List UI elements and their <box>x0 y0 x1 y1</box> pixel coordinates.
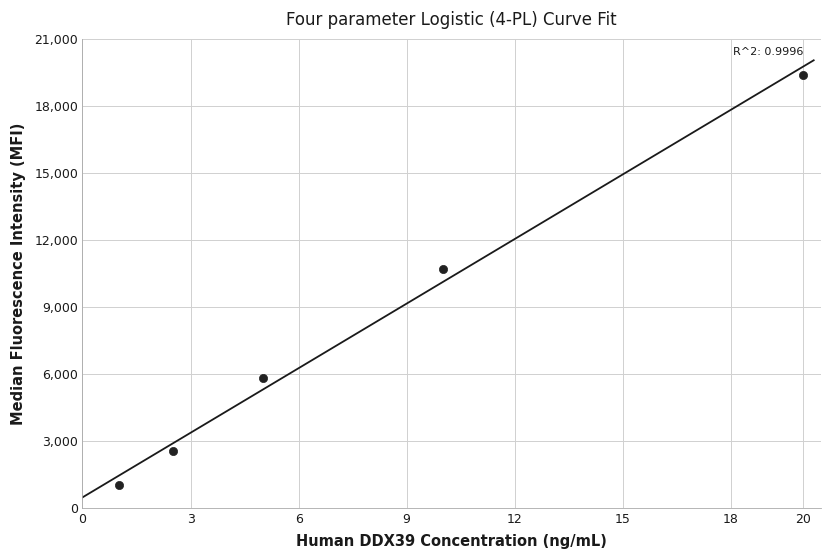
Point <box>256 373 270 382</box>
Y-axis label: Median Fluorescence Intensity (MFI): Median Fluorescence Intensity (MFI) <box>11 123 26 425</box>
Text: R^2: 0.9996: R^2: 0.9996 <box>732 47 803 57</box>
Title: Four parameter Logistic (4-PL) Curve Fit: Four parameter Logistic (4-PL) Curve Fit <box>286 11 617 29</box>
Point <box>436 265 449 274</box>
Point <box>796 71 810 80</box>
Point <box>111 480 125 489</box>
X-axis label: Human DDX39 Concentration (ng/mL): Human DDX39 Concentration (ng/mL) <box>296 534 607 549</box>
Point <box>166 447 179 456</box>
